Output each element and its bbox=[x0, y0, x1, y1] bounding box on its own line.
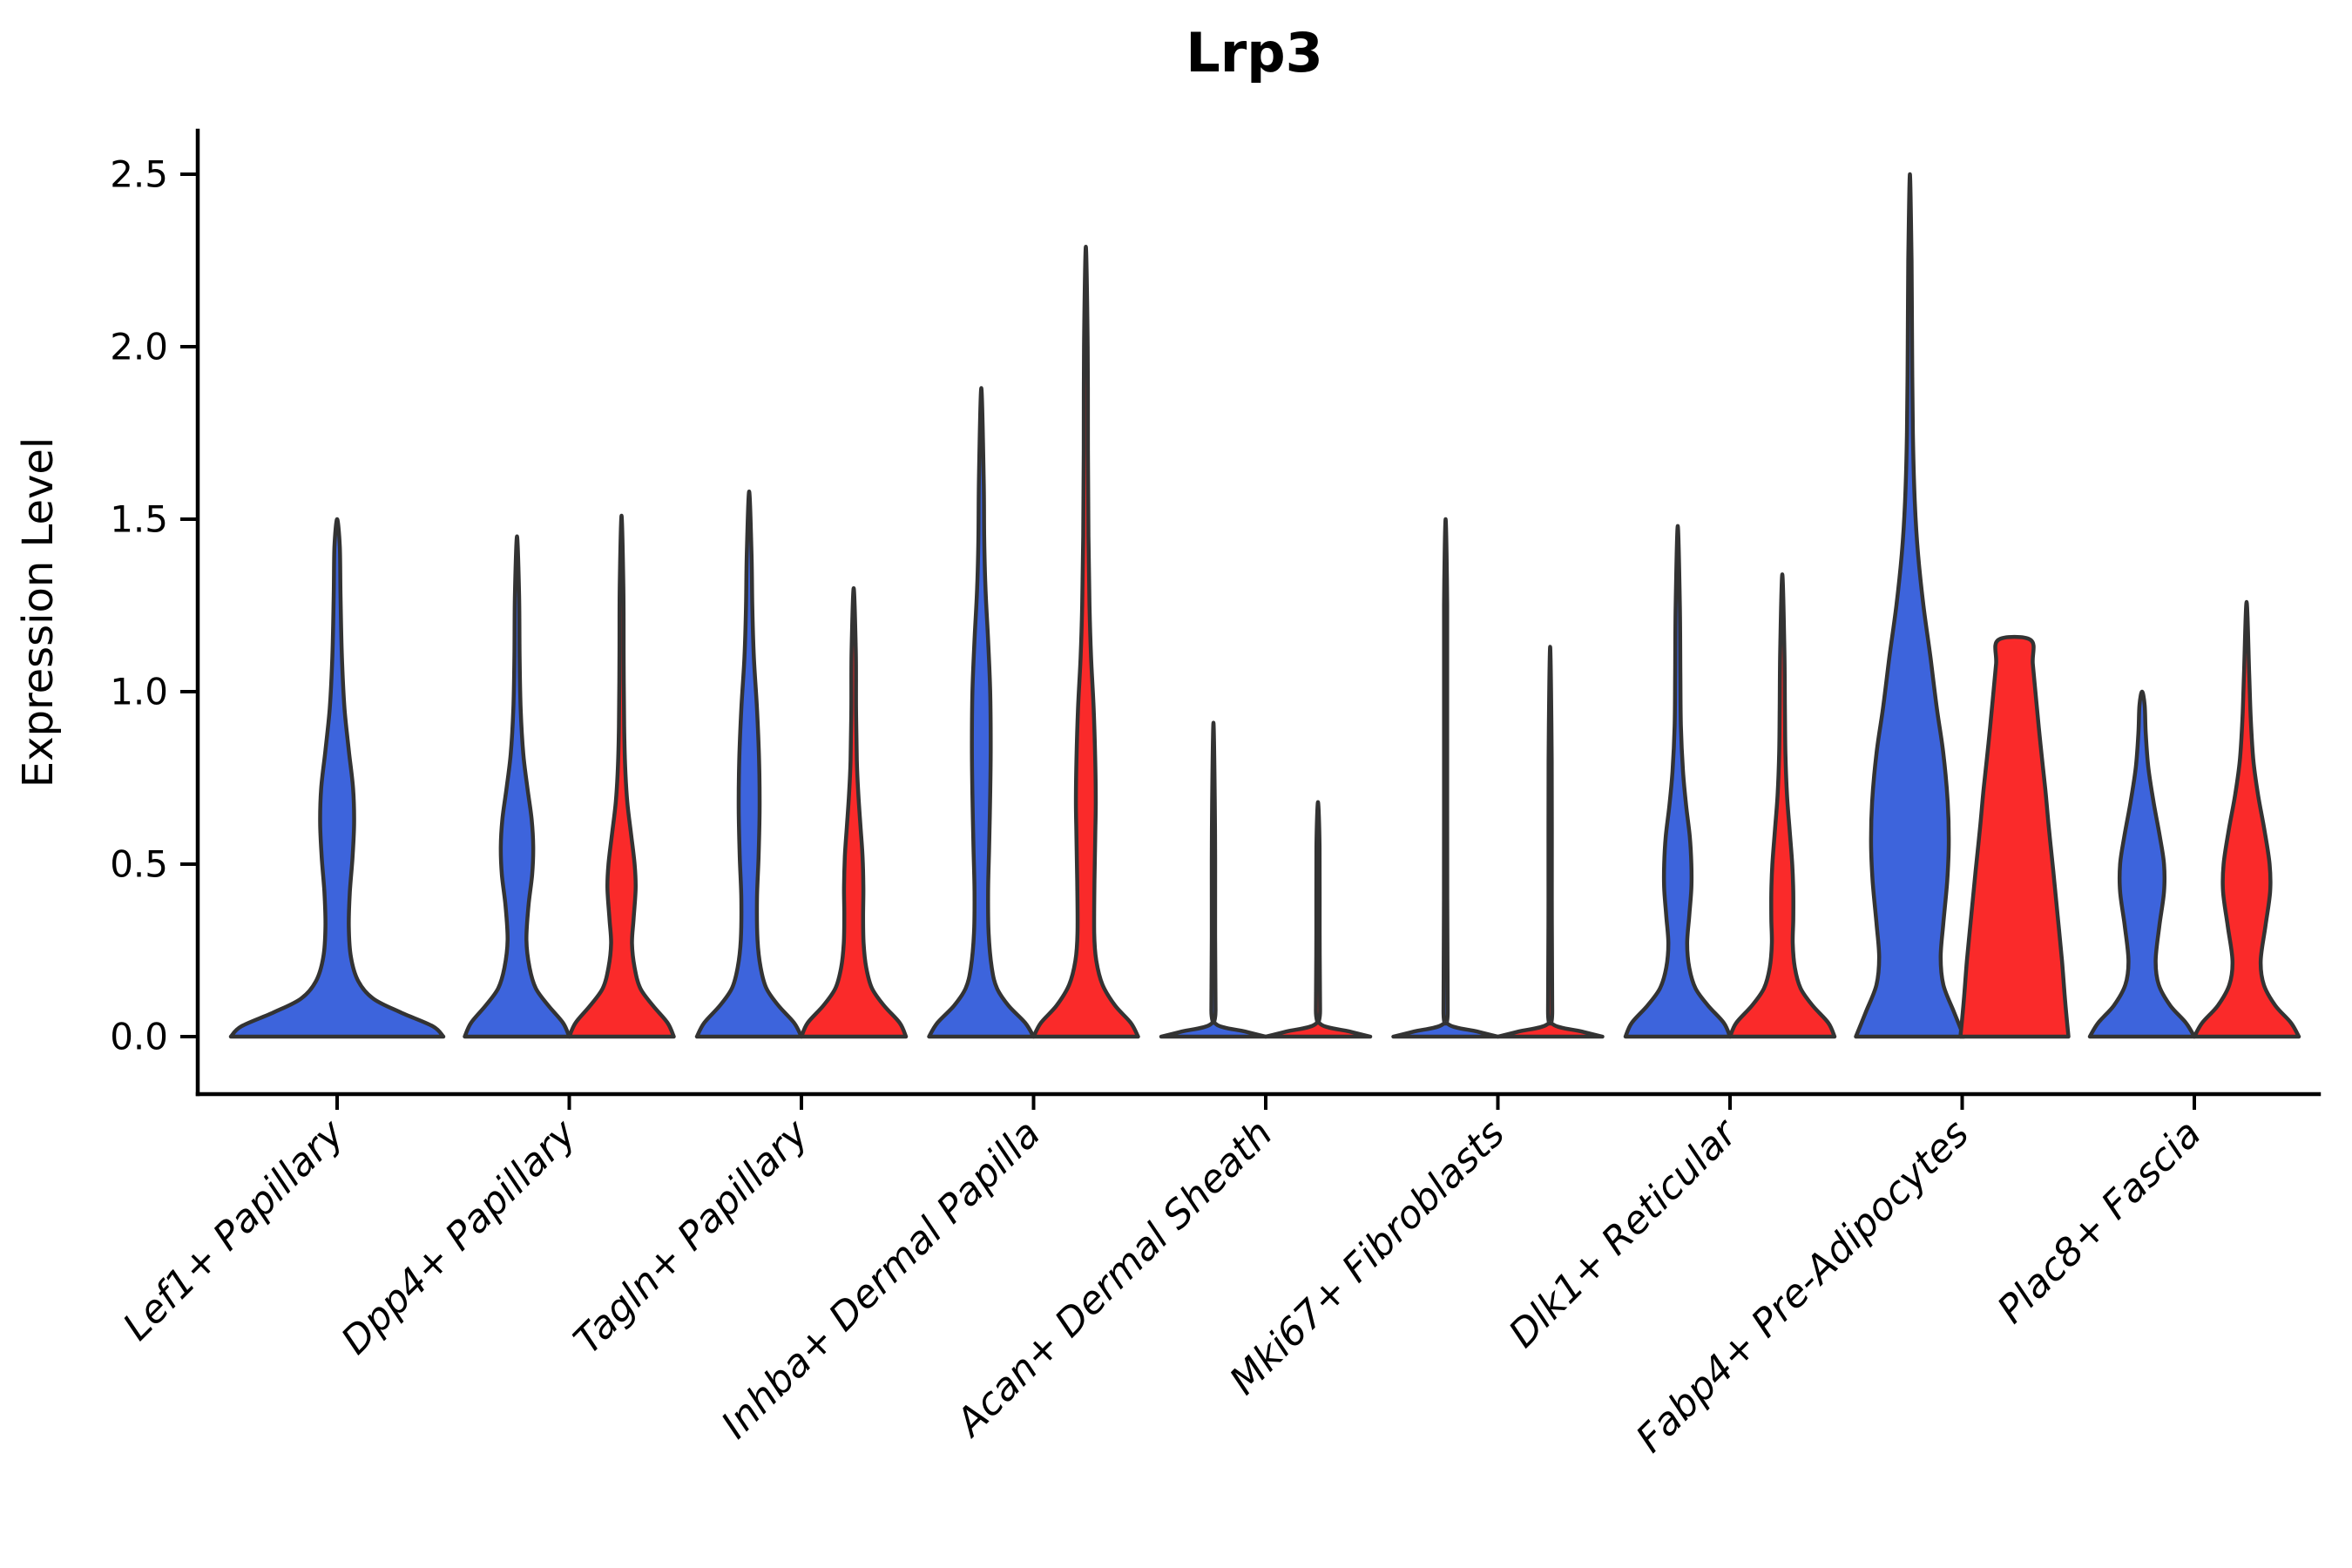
violin-acan-left bbox=[1159, 720, 1268, 1039]
violin-fabp4-right bbox=[1958, 634, 2071, 1039]
violin-dlk1-right bbox=[1727, 572, 1837, 1039]
violin-inhba-left bbox=[927, 386, 1036, 1039]
violin-dpp4-right bbox=[567, 513, 676, 1039]
x-tick-label: Plac8+ Fascia bbox=[1989, 1112, 2209, 1332]
y-tick-label: 2.5 bbox=[110, 153, 168, 196]
violin-plac8-right bbox=[2192, 599, 2301, 1039]
violin-acan-right bbox=[1263, 800, 1373, 1039]
violin-mki67-right bbox=[1496, 645, 1605, 1039]
x-tick-label: Lef1+ Papillary bbox=[115, 1111, 354, 1349]
x-tick-label: Dpp4+ Papillary bbox=[333, 1111, 585, 1363]
axes: 0.0 0.5 1.0 1.5 2.0 2.5 bbox=[110, 128, 2322, 1097]
violin-dlk1-left bbox=[1623, 524, 1733, 1039]
violin-fabp4-left bbox=[1854, 172, 1966, 1039]
violin-lef1-single bbox=[228, 517, 446, 1039]
y-tick-label: 0.5 bbox=[110, 843, 168, 886]
y-tick-label: 1.5 bbox=[110, 498, 168, 541]
y-tick-label: 1.0 bbox=[110, 671, 168, 713]
violin-tagln-left bbox=[694, 490, 804, 1039]
violin-tagln-right bbox=[799, 585, 909, 1039]
y-tick-label: 0.0 bbox=[110, 1016, 168, 1058]
x-tick-label: Dlk1+ Reticular bbox=[1500, 1110, 1747, 1356]
violin-plac8-left bbox=[2087, 689, 2197, 1039]
violins bbox=[228, 172, 2301, 1039]
x-tick-label: Tagln+ Papillary bbox=[565, 1111, 817, 1362]
violin-dpp4-left bbox=[463, 534, 571, 1039]
violin-inhba-right bbox=[1031, 244, 1140, 1039]
y-axis-label: Expression Level bbox=[14, 437, 63, 788]
y-tick-label: 2.0 bbox=[110, 326, 168, 368]
chart-title: Lrp3 bbox=[1186, 21, 1323, 84]
violin-mki67-left bbox=[1391, 517, 1500, 1039]
